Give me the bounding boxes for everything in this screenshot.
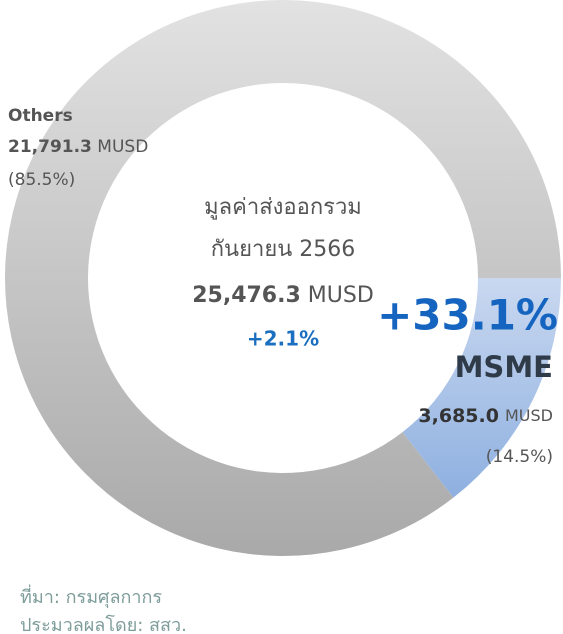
others-share: (85.5%) bbox=[8, 170, 75, 190]
source: ที่มา: กรมศุลกากร bbox=[20, 584, 162, 608]
center-title: กันยายน 2566 bbox=[211, 237, 356, 262]
donut bbox=[5, 0, 561, 556]
msme-value: 3,685.0 MUSD bbox=[418, 405, 553, 427]
slice bbox=[5, 0, 561, 556]
unit: MUSD bbox=[308, 283, 374, 308]
value: 25,476.3 bbox=[192, 283, 301, 308]
center-change: +2.1% bbox=[247, 327, 319, 351]
value: 3,685.0 bbox=[418, 405, 499, 427]
source: ประมวลผลโดย: สสว. bbox=[20, 614, 187, 634]
unit: MUSD bbox=[505, 406, 553, 425]
msme-change: +33.1% bbox=[377, 291, 558, 340]
center-title: มูลค่าส่งออกรวม bbox=[204, 195, 362, 220]
msme-name: MSME bbox=[455, 350, 553, 384]
value: 21,791.3 bbox=[8, 137, 92, 157]
unit: MUSD bbox=[97, 137, 148, 157]
slice bbox=[402, 278, 561, 498]
center-total: 25,476.3 MUSD bbox=[192, 283, 374, 308]
others-name: Others bbox=[8, 106, 73, 126]
msme-share: (14.5%) bbox=[486, 447, 553, 467]
others-value: 21,791.3 MUSD bbox=[8, 137, 148, 157]
